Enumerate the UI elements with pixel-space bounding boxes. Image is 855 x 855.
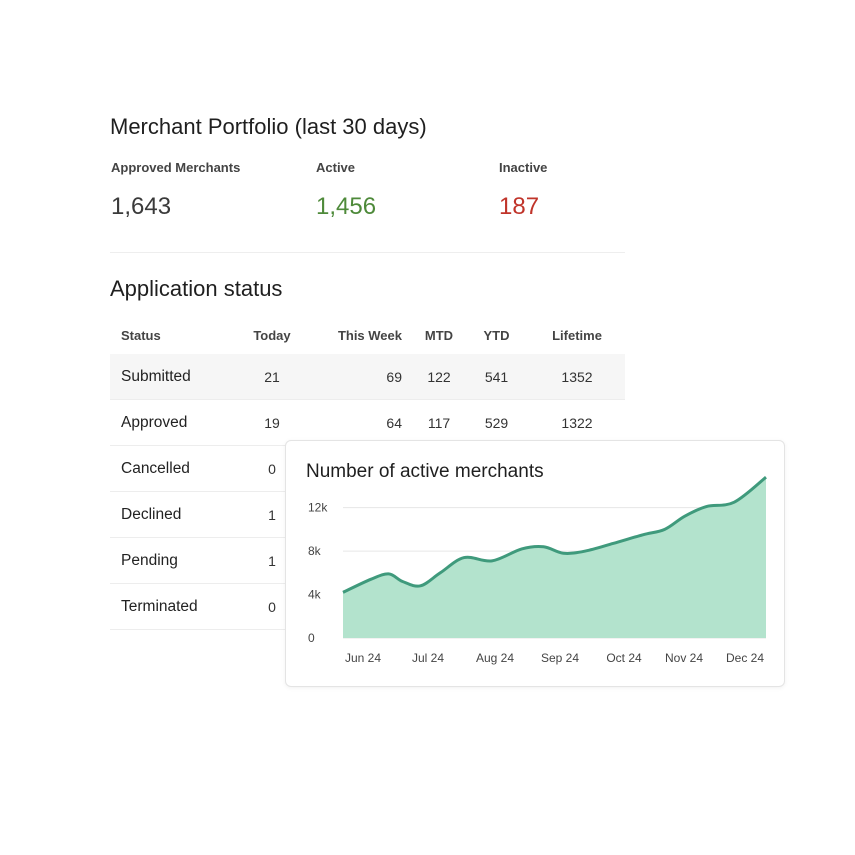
column-header-ytd[interactable]: YTD — [483, 327, 510, 343]
table-row[interactable]: Approved 19 64 117 529 1322 — [110, 399, 625, 446]
x-tick-label: Aug 24 — [476, 651, 514, 665]
y-tick-label: 8k — [308, 544, 322, 558]
column-header-status[interactable]: Status — [121, 327, 161, 343]
kpi-approved-value: 1,643 — [111, 193, 172, 220]
cell-lifetime: 1322 — [529, 399, 625, 446]
cell-today: 21 — [228, 354, 316, 400]
cell-ytd: 541 — [464, 354, 529, 400]
table-row[interactable]: Submitted 21 69 122 541 1352 — [110, 354, 625, 400]
cell-status: Approved — [110, 399, 228, 446]
x-tick-label: Sep 24 — [541, 651, 579, 665]
x-tick-label: Dec 24 — [726, 651, 764, 665]
series-area — [343, 477, 766, 638]
cell-status: Cancelled — [110, 445, 228, 492]
cell-mtd: 122 — [414, 354, 464, 400]
cell-mtd: 117 — [414, 399, 464, 446]
column-header-mtd[interactable]: MTD — [424, 327, 454, 343]
active-merchants-chart-card: 0 4k 8k 12k Jun 24 Jul 24 Aug 24 Sep 24 Oct 24 No… — [285, 440, 785, 687]
cell-today: 19 — [228, 399, 316, 446]
x-tick-label: Nov 24 — [665, 651, 703, 665]
portfolio-title: Merchant Portfolio (last 30 days) — [110, 114, 427, 139]
kpi-active-label: Active — [316, 160, 356, 175]
cell-this-week: 69 — [316, 354, 414, 400]
cell-status: Submitted — [110, 354, 228, 400]
cell-status: Pending — [110, 537, 228, 584]
x-tick-label: Jul 24 — [412, 651, 444, 665]
kpi-active-value: 1,456 — [316, 193, 377, 220]
chart-title: Number of active merchants — [306, 461, 544, 482]
cell-status: Terminated — [110, 583, 228, 630]
kpi-inactive-value: 187 — [499, 193, 540, 220]
cell-lifetime: 1352 — [529, 354, 625, 400]
active-merchants-chart: 0 4k 8k 12k Jun 24 Jul 24 Aug 24 Sep 24 Oct 24 No… — [308, 475, 767, 665]
column-header-today[interactable]: Today — [253, 327, 291, 343]
kpi-approved-label: Approved Merchants — [111, 160, 241, 175]
x-tick-label: Oct 24 — [606, 651, 642, 665]
kpi-approved: Approved Merchants 1,643 — [111, 160, 240, 221]
application-status-title: Application status — [110, 276, 283, 301]
kpi-inactive: Inactive 187 — [499, 160, 547, 221]
y-tick-label: 4k — [308, 588, 322, 602]
x-tick-label: Jun 24 — [345, 651, 381, 665]
kpi-inactive-label: Inactive — [499, 160, 548, 175]
cell-this-week: 64 — [316, 399, 414, 446]
column-header-lifetime[interactable]: Lifetime — [552, 327, 602, 343]
cell-ytd: 529 — [464, 399, 529, 446]
column-header-this-week[interactable]: This Week — [337, 327, 402, 343]
cell-status: Declined — [110, 491, 228, 538]
table-header-row: Status Today This Week MTD YTD Lifetime — [110, 316, 625, 354]
kpi-active: Active 1,456 — [316, 160, 376, 221]
y-tick-label: 12k — [308, 501, 328, 515]
y-tick-label: 0 — [308, 631, 315, 645]
kpi-row: Approved Merchants 1,643 Active 1,456 In… — [110, 160, 625, 253]
